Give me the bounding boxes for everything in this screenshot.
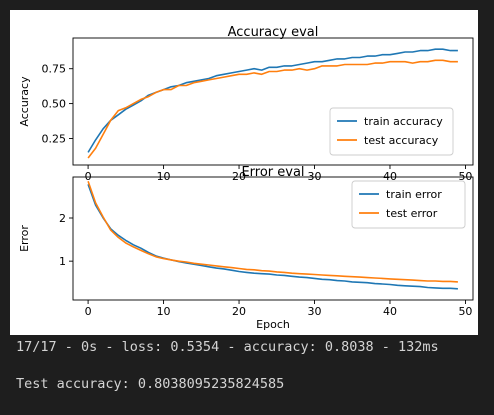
chart2-legend-label-1: train error: [386, 188, 442, 201]
chart2-x-tick-label: 0: [85, 305, 92, 318]
chart2-title: Error eval: [241, 165, 304, 180]
top-strip: [0, 0, 494, 10]
chart2-x-tick-label: 20: [232, 305, 246, 318]
chart2-x-tick-label: 10: [157, 305, 171, 318]
chart1-x-tick-label: 0: [85, 170, 92, 183]
chart1-y-tick-label: 0.75: [42, 63, 67, 76]
chart2-x-tick-label: 30: [308, 305, 322, 318]
chart1-legend-label-2: test accuracy: [364, 134, 439, 147]
chart2-y-tick-label: 1: [59, 255, 66, 268]
chart1-legend-label-1: train accuracy: [364, 115, 443, 128]
chart1-y-tick-label: 0.50: [42, 98, 67, 111]
chart2-series-line-1: [87, 184, 458, 290]
chart2-x-tick-label: 50: [458, 305, 472, 318]
figure-panel: 0 10 20 30 40 50 0.25 0.50 0.75 Accuracy eval Accu…: [10, 10, 478, 335]
chart2-y-tick-label: 2: [59, 212, 66, 225]
chart1-title: Accuracy eval: [228, 25, 319, 40]
console-line-training-summary: 17/17 - 0s - loss: 0.5354 - accuracy: 0.…: [16, 339, 439, 355]
chart1-y-tick-label: 0.25: [42, 132, 67, 145]
chart2-axes-frame: [72, 176, 474, 301]
chart2-series-line-2: [87, 181, 458, 283]
chart1-x-tick-label: 10: [157, 170, 171, 183]
chart2-x-axis-label: Epoch: [256, 318, 290, 331]
chart2-x-tick-label: 40: [383, 305, 397, 318]
chart1-x-tick-label: 20: [232, 170, 246, 183]
console-line-test-accuracy: Test accuracy: 0.8038095235824585: [16, 376, 285, 392]
chart1-x-tick-label: 50: [458, 170, 472, 183]
chart2-legend-box: [351, 180, 466, 229]
chart1-series-line-2: [87, 59, 458, 159]
chart1-y-axis-label: Accuracy: [18, 76, 31, 127]
chart1-x-tick-label: 30: [308, 170, 322, 183]
console-output: 17/17 - 0s - loss: 0.5354 - accuracy: 0.…: [0, 336, 494, 415]
chart1-series-line-1: [87, 48, 458, 153]
chart2-legend-label-2: test error: [386, 207, 438, 220]
chart1-axes-frame: [72, 37, 474, 166]
chart1-x-tick-label: 40: [383, 170, 397, 183]
chart1-legend-box: [329, 107, 454, 156]
chart2-y-axis-label: Error: [18, 225, 31, 252]
